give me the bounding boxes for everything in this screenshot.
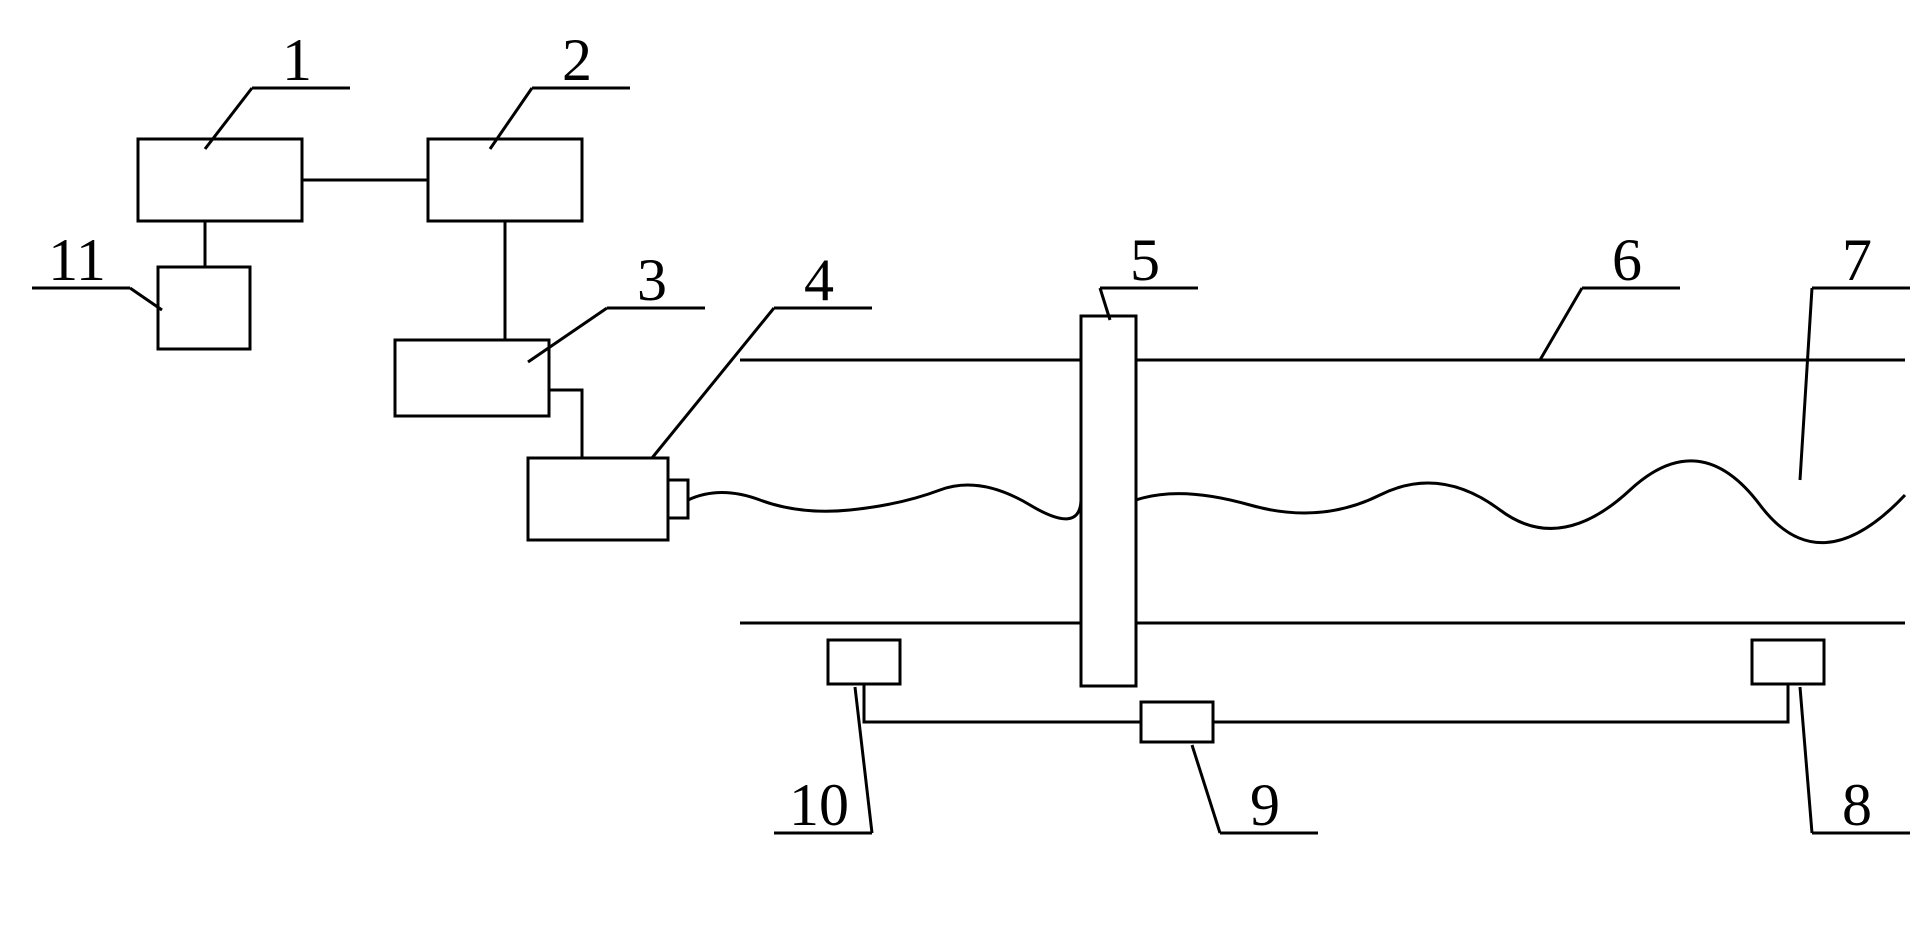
label-text-label6: 6 [1612,227,1642,293]
block-box1 [138,139,302,221]
leader-label6 [1540,288,1582,360]
block-box11 [158,267,250,349]
label-text-box5: 5 [1130,227,1160,293]
label-text-box3: 3 [637,247,667,313]
label-text-box10: 10 [789,772,849,838]
block-box9 [1141,702,1213,742]
block-box5 [1081,316,1136,686]
block-box4 [528,458,668,540]
connector-box3-box4 [549,390,582,458]
block-box3 [395,340,549,416]
leader-box4 [652,308,774,458]
block-box8 [1752,640,1824,684]
connector-box9-box8 [1213,684,1788,722]
leader-box9 [1192,745,1220,833]
block-box10 [828,640,900,684]
label-text-box2: 2 [562,27,592,93]
block-diagram: 1 2 11 3 4 5 8 9 10 6 7 [0,0,1917,935]
label-text-box8: 8 [1842,772,1872,838]
label-text-box1: 1 [282,27,312,93]
block-box4nub [668,480,688,518]
label-text-box9: 9 [1250,772,1280,838]
leader-label7 [1800,288,1812,480]
connector-box10-box9 [864,684,1141,722]
label-text-box11: 11 [48,227,106,293]
label-text-box4: 4 [804,247,834,313]
label-text-label7: 7 [1842,227,1872,293]
leader-box8 [1800,687,1812,833]
leader-box3 [528,308,607,362]
wavy-line-7 [688,461,1905,543]
block-box2 [428,139,582,221]
